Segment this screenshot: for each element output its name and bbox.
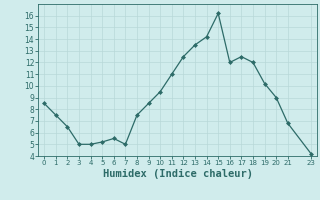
X-axis label: Humidex (Indice chaleur): Humidex (Indice chaleur) (103, 169, 252, 179)
